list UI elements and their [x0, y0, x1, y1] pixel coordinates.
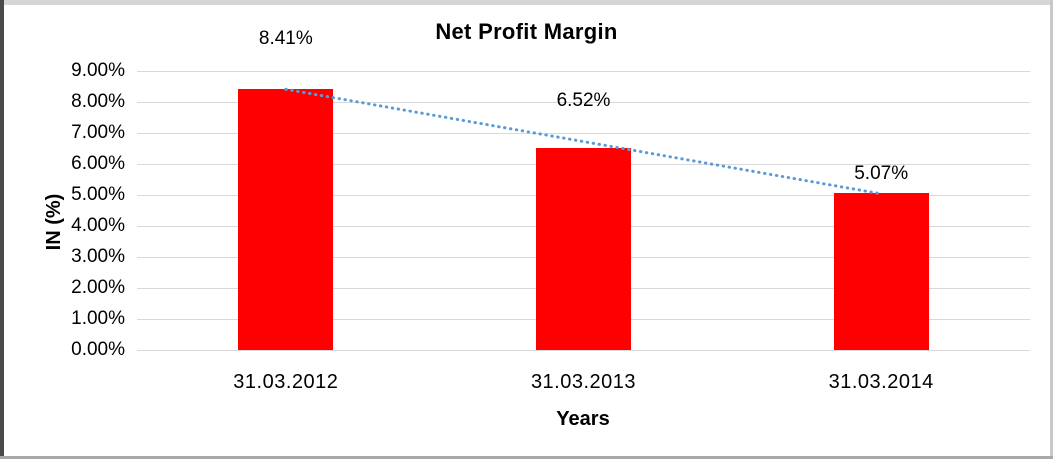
y-tick-label: 8.00%	[71, 91, 125, 112]
x-axis-title: Years	[556, 408, 610, 430]
frame-border-left	[0, 0, 4, 459]
y-tick-label: 5.00%	[71, 184, 125, 205]
data-label: 5.07%	[854, 163, 909, 184]
data-label: 8.41%	[258, 28, 313, 49]
y-axis-title: IN (%)	[43, 193, 65, 251]
bar-31.03.2012	[238, 89, 334, 350]
gridline	[137, 350, 1030, 351]
y-tick-label: 9.00%	[71, 60, 125, 81]
x-tick-label: 31.03.2012	[233, 371, 339, 393]
y-tick-label: 1.00%	[71, 308, 125, 329]
bar-31.03.2014	[833, 192, 929, 350]
gridline	[137, 71, 1030, 72]
y-tick-label: 0.00%	[71, 339, 125, 360]
y-tick-label: 3.00%	[71, 246, 125, 267]
bar-31.03.2013	[536, 147, 631, 350]
y-tick-label: 2.00%	[71, 277, 125, 298]
frame-border-top	[0, 0, 1053, 5]
y-tick-label: 4.00%	[71, 215, 125, 236]
data-label: 6.52%	[556, 90, 611, 111]
y-tick-label: 6.00%	[71, 153, 125, 174]
frame-border-right	[1050, 0, 1053, 459]
y-tick-label: 7.00%	[71, 122, 125, 143]
x-tick-label: 31.03.2014	[828, 371, 934, 393]
x-tick-label: 31.03.2013	[530, 371, 637, 393]
frame-border-bottom	[0, 456, 1053, 459]
chart-title: Net Profit Margin	[435, 19, 618, 44]
